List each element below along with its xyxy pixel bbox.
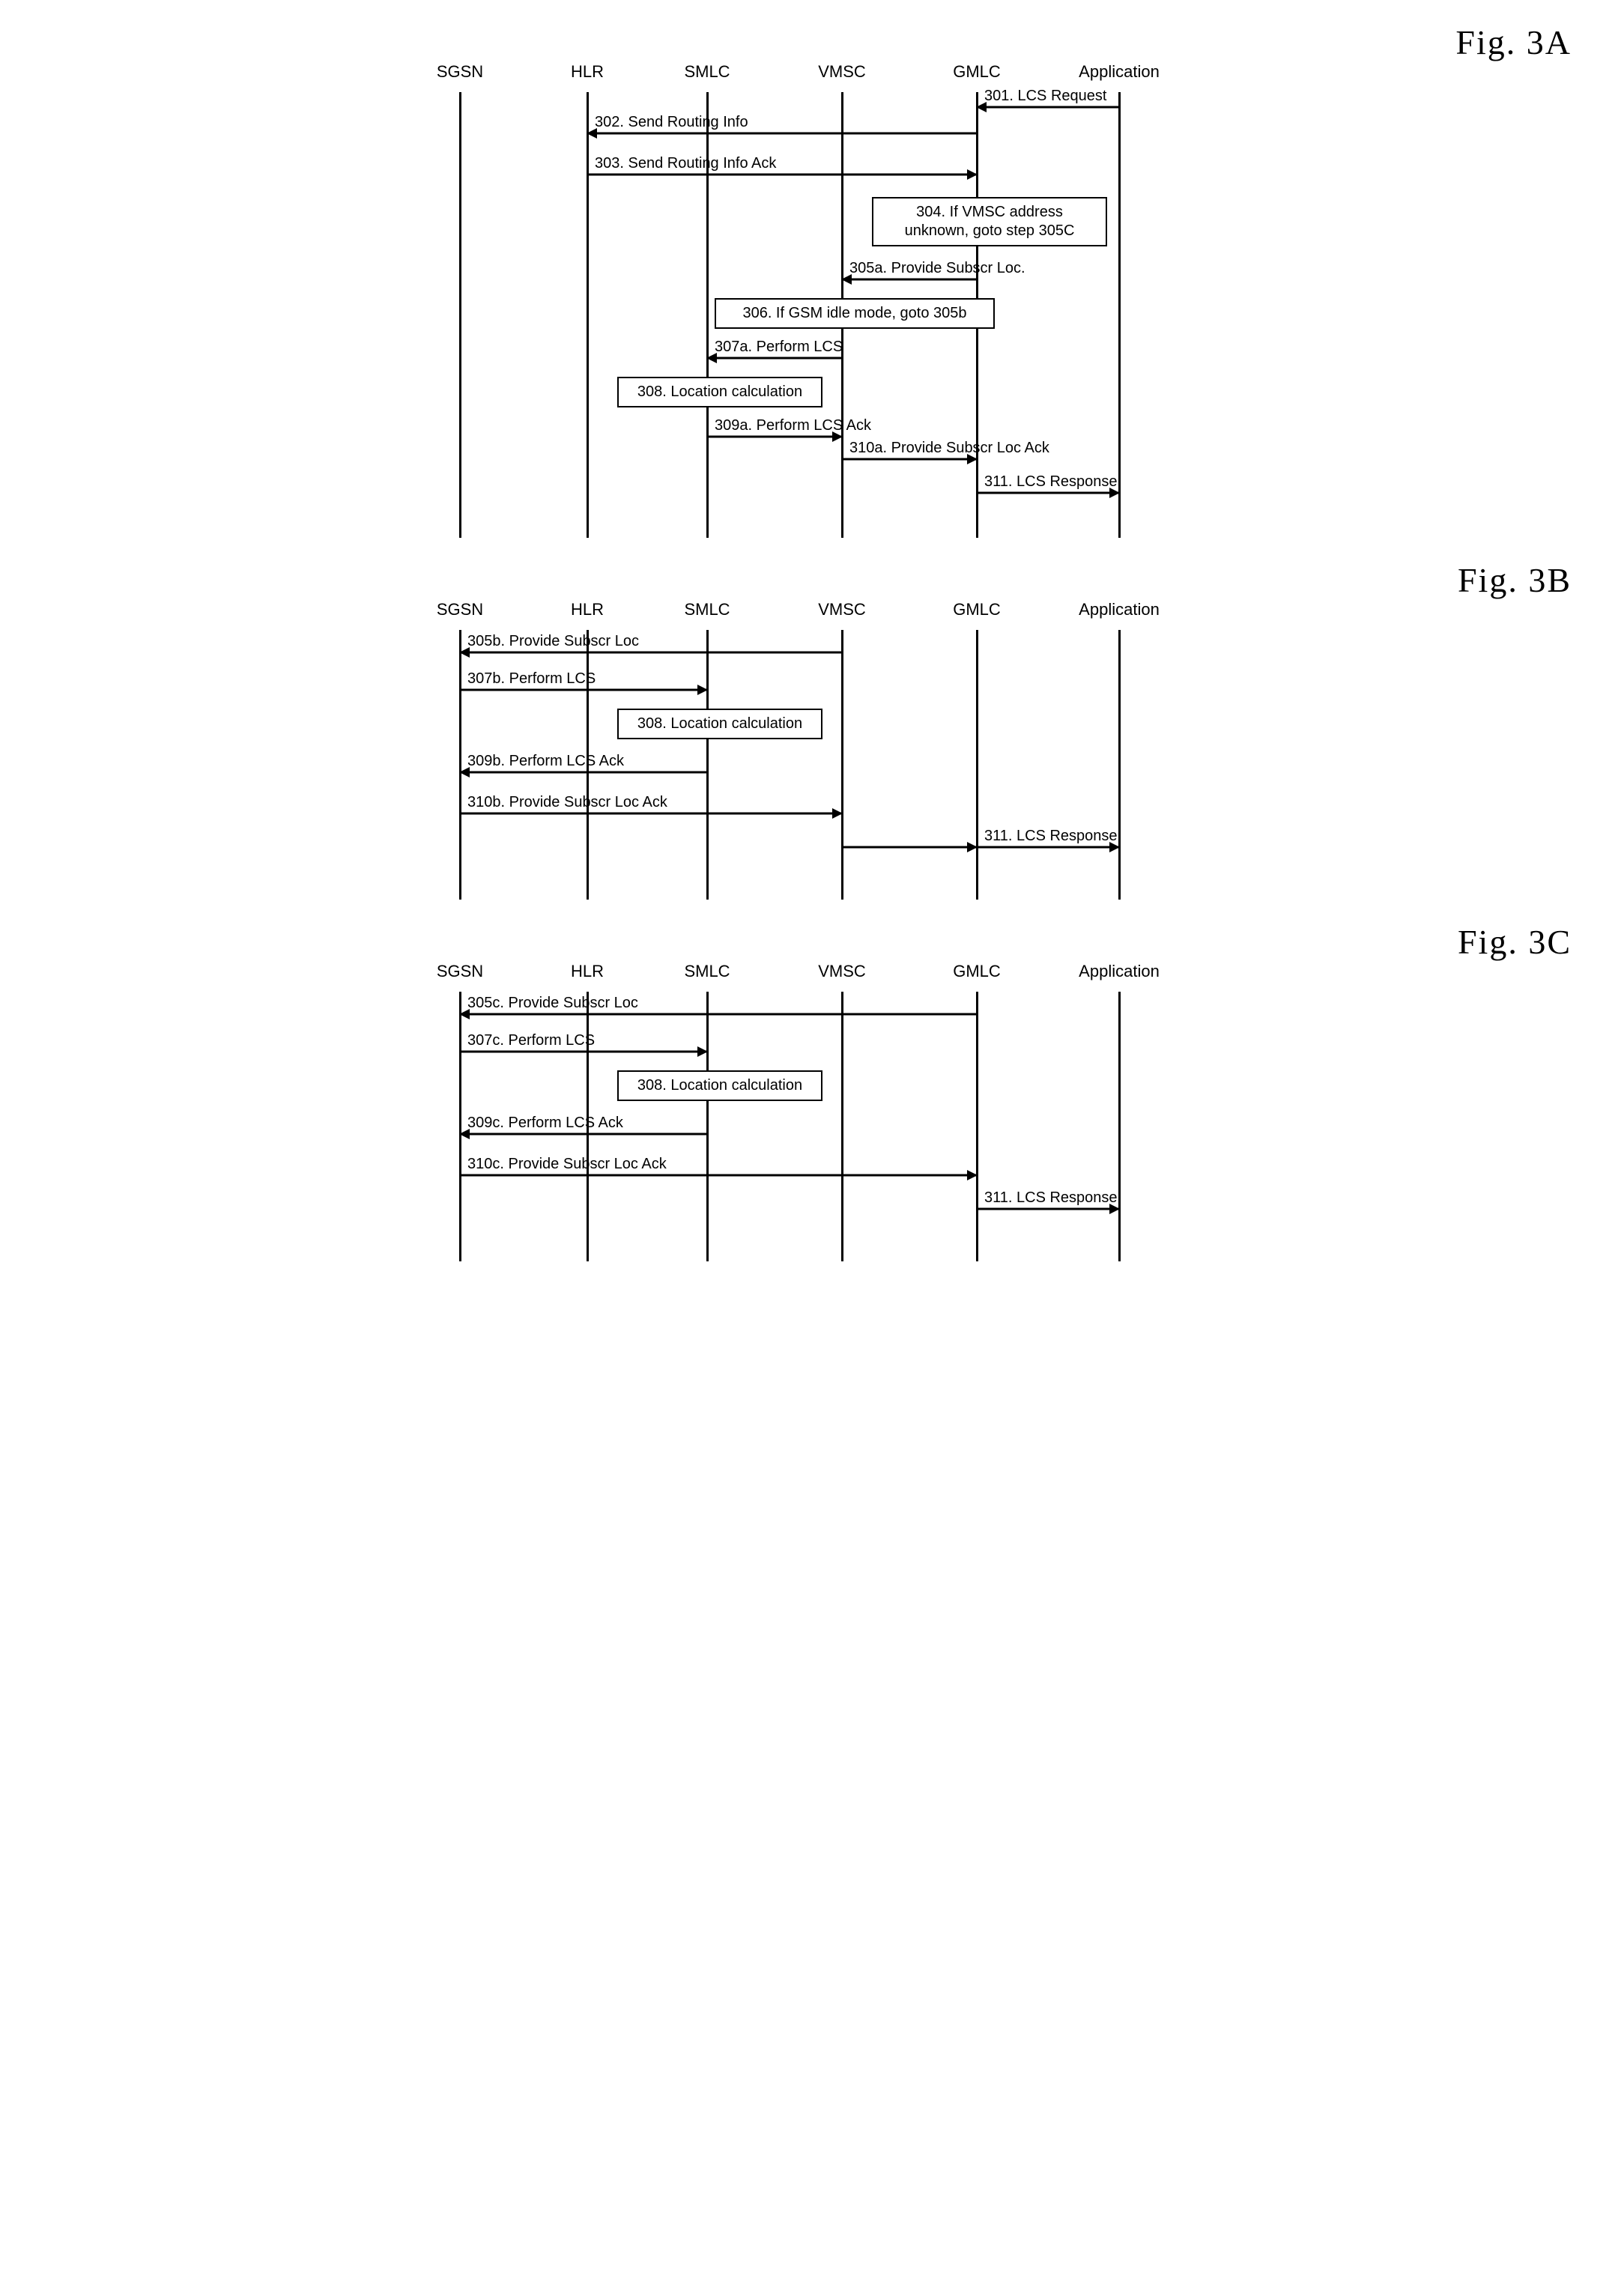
- actor-label-gmlc: GMLC: [953, 962, 1001, 981]
- message-label-m310c: 310c. Provide Subscr Loc Ack: [467, 1156, 667, 1173]
- lifeline-app: [1118, 992, 1121, 1261]
- sequence-diagram-b: SGSN HLR SMLC VMSC GMLC Application 305b. Prov…: [430, 600, 1194, 900]
- message-label-m307a: 307a. Perform LCS: [715, 339, 843, 356]
- actor-label-gmlc: GMLC: [953, 600, 1001, 619]
- actor-label-hlr: HLR: [571, 962, 604, 981]
- note-box-n308: 308. Location calculation: [617, 377, 822, 407]
- actor-label-vmsc: VMSC: [818, 62, 866, 82]
- actor-label-sgsn: SGSN: [437, 962, 483, 981]
- message-label-m307b: 307b. Perform LCS: [467, 670, 596, 688]
- lifeline-gmlc: [976, 630, 978, 900]
- note-box-n308: 308. Location calculation: [617, 1070, 822, 1101]
- actor-label-sgsn: SGSN: [437, 600, 483, 619]
- lifeline-sgsn: [459, 92, 461, 538]
- message-label-m305a: 305a. Provide Subscr Loc.: [849, 260, 1025, 277]
- actor-label-vmsc: VMSC: [818, 962, 866, 981]
- message-label-m310a: 310a. Provide Subscr Loc Ack: [849, 440, 1049, 457]
- sequence-diagram-c: SGSN HLR SMLC VMSC GMLC Application 305c. Prov…: [430, 962, 1194, 1261]
- lifeline-vmsc: [841, 992, 843, 1261]
- message-label-m303: 303. Send Routing Info Ack: [595, 155, 776, 172]
- message-label-m309c: 309c. Perform LCS Ack: [467, 1115, 623, 1132]
- actor-label-hlr: HLR: [571, 600, 604, 619]
- message-label-m309b: 309b. Perform LCS Ack: [467, 753, 624, 770]
- lifeline-sgsn: [459, 630, 461, 900]
- actor-label-hlr: HLR: [571, 62, 604, 82]
- lifeline-sgsn: [459, 992, 461, 1261]
- message-label-m307c: 307c. Perform LCS: [467, 1032, 595, 1049]
- figure-title-a: Fig. 3A: [22, 22, 1572, 62]
- lifeline-app: [1118, 630, 1121, 900]
- lifeline-hlr: [587, 92, 589, 538]
- actor-label-smlc: SMLC: [684, 962, 730, 981]
- actor-label-vmsc: VMSC: [818, 600, 866, 619]
- message-label-m301: 301. LCS Request: [984, 88, 1106, 105]
- figure-title-c: Fig. 3C: [22, 922, 1572, 962]
- lifeline-smlc: [706, 992, 709, 1261]
- note-box-n308: 308. Location calculation: [617, 709, 822, 739]
- message-label-m311: 311. LCS Response: [984, 1189, 1118, 1207]
- lifeline-vmsc: [841, 630, 843, 900]
- actor-label-smlc: SMLC: [684, 600, 730, 619]
- actor-label-app: Application: [1079, 962, 1160, 981]
- note-box-n304: 304. If VMSC addressunknown, goto step 3…: [872, 197, 1107, 246]
- message-label-m311: 311. LCS Response: [984, 828, 1118, 845]
- actor-label-smlc: SMLC: [684, 62, 730, 82]
- actor-label-gmlc: GMLC: [953, 62, 1001, 82]
- message-label-m309a: 309a. Perform LCS Ack: [715, 417, 871, 434]
- actor-label-app: Application: [1079, 600, 1160, 619]
- message-label-m305c: 305c. Provide Subscr Loc: [467, 995, 638, 1012]
- message-label-m305b: 305b. Provide Subscr Loc: [467, 633, 639, 650]
- lifeline-app: [1118, 92, 1121, 538]
- lifeline-gmlc: [976, 992, 978, 1261]
- sequence-diagram-a: SGSN HLR SMLC VMSC GMLC Application 301. LCS R…: [430, 62, 1194, 538]
- message-label-m302: 302. Send Routing Info: [595, 114, 748, 131]
- message-label-m311: 311. LCS Response: [984, 473, 1118, 491]
- figure-title-b: Fig. 3B: [22, 560, 1572, 600]
- actor-label-sgsn: SGSN: [437, 62, 483, 82]
- note-box-n306: 306. If GSM idle mode, goto 305b: [715, 298, 995, 329]
- actor-label-app: Application: [1079, 62, 1160, 82]
- lifeline-smlc: [706, 630, 709, 900]
- message-label-m310b: 310b. Provide Subscr Loc Ack: [467, 794, 667, 811]
